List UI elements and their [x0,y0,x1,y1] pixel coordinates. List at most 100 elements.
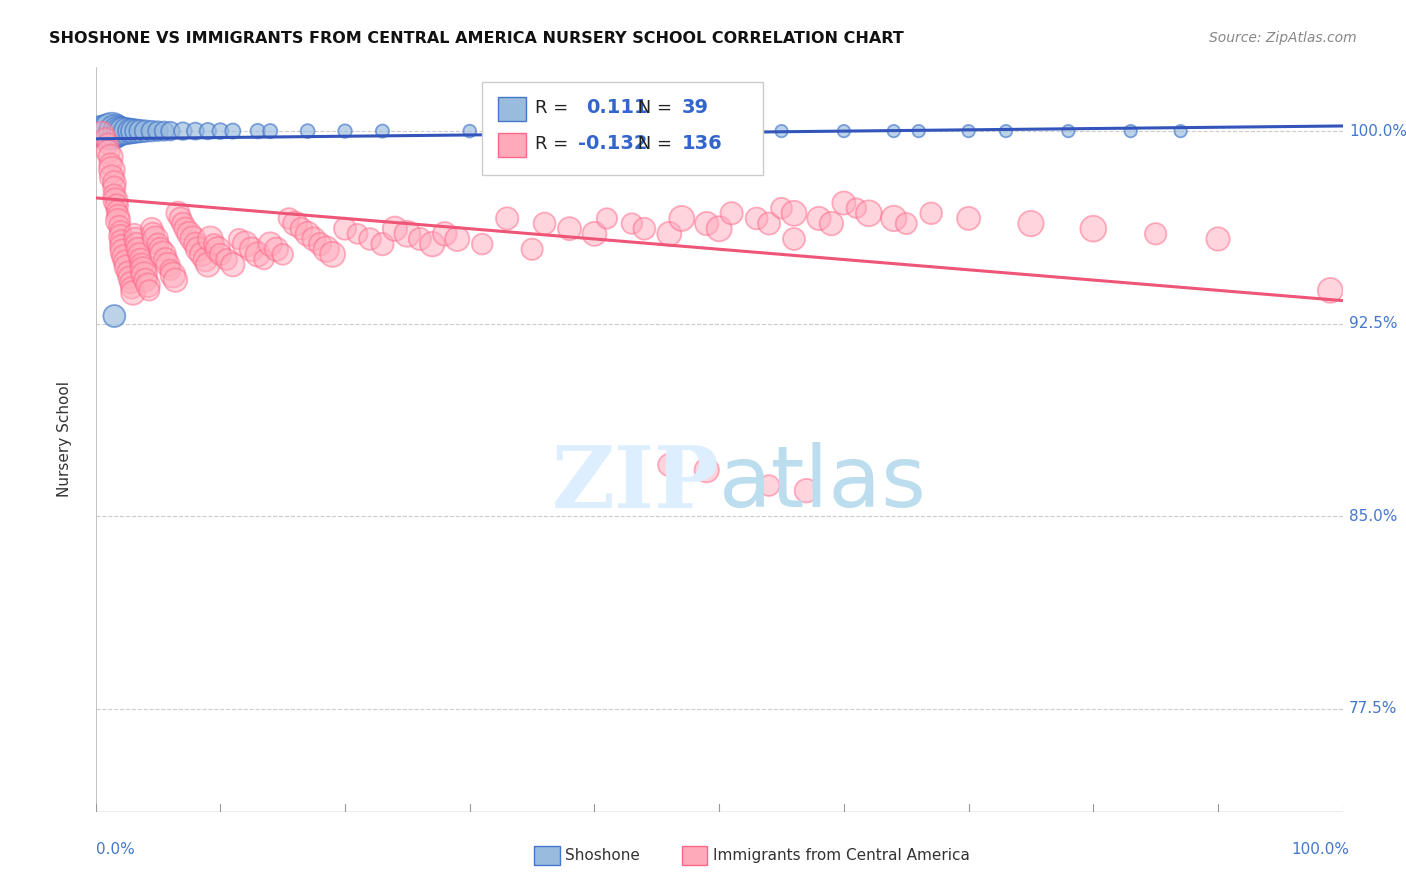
Point [957,211,980,226]
Point [246,124,269,138]
Point [101,124,124,138]
Point [141,124,163,138]
Point [883,211,905,226]
Point [122,227,145,241]
Point [110,224,132,238]
Point [111,235,134,249]
Point [384,221,406,235]
Point [107,214,129,228]
Point [359,232,381,246]
Text: 85.0%: 85.0% [1348,508,1398,524]
Point [284,217,307,231]
Point [131,258,153,272]
Point [103,176,125,190]
Text: 0.111: 0.111 [586,98,647,118]
Point [112,244,135,259]
Point [371,237,394,252]
Point [533,217,555,231]
Point [883,124,905,138]
Point [104,124,127,138]
Point [820,217,842,231]
Point [832,124,855,138]
Point [658,227,681,241]
Point [155,252,177,267]
Point [159,262,181,277]
Point [633,221,655,235]
Point [758,478,780,492]
Point [446,232,468,246]
Point [122,124,145,138]
Point [121,281,143,295]
Point [115,124,138,138]
Point [184,124,207,138]
Point [110,229,132,244]
Point [136,278,159,293]
Point [104,194,127,208]
Point [546,124,568,138]
Point [290,221,312,235]
Text: Immigrants from Central America: Immigrants from Central America [713,848,970,863]
Point [596,211,619,226]
Point [165,273,187,287]
Point [97,136,120,151]
Point [458,124,481,138]
Point [259,237,281,252]
Point [122,285,145,300]
Point [315,242,337,256]
Point [907,124,929,138]
Point [845,201,868,215]
Point [709,221,731,235]
Point [253,252,276,267]
Point [896,217,918,231]
Point [302,232,325,246]
Point [187,242,209,256]
Point [105,203,128,218]
Point [696,463,718,477]
Text: SHOSHONE VS IMMIGRANTS FROM CENTRAL AMERICA NURSERY SCHOOL CORRELATION CHART: SHOSHONE VS IMMIGRANTS FROM CENTRAL AMER… [49,31,904,46]
Point [174,221,197,235]
Point [169,211,191,226]
Point [94,132,117,146]
Text: R =: R = [534,99,574,117]
Text: N =: N = [631,135,678,153]
Point [197,124,219,138]
Point [120,276,142,290]
Point [101,162,124,177]
Text: 0.0%: 0.0% [96,842,135,857]
Point [433,227,456,241]
Point [97,145,120,159]
Point [134,273,156,287]
Point [259,124,281,138]
Point [209,124,232,138]
Point [156,258,179,272]
Point [215,252,238,267]
Point [103,180,125,194]
Point [745,211,768,226]
Point [179,227,201,241]
FancyBboxPatch shape [482,82,763,175]
Point [118,270,141,285]
Point [1319,284,1341,298]
Point [146,237,169,252]
Point [309,237,332,252]
Point [202,237,225,252]
Text: Shoshone: Shoshone [565,848,640,863]
Point [110,124,132,138]
Text: Source: ZipAtlas.com: Source: ZipAtlas.com [1209,31,1357,45]
Point [200,232,222,246]
Point [371,124,394,138]
Point [277,211,299,226]
Point [107,124,129,138]
Point [333,124,356,138]
Point [107,209,129,223]
Point [167,206,190,220]
Point [228,232,250,246]
Point [100,150,122,164]
Bar [499,97,526,121]
Point [783,232,806,246]
Point [125,237,148,252]
Point [658,458,681,472]
Point [97,124,120,138]
Point [117,265,139,279]
Point [396,227,419,241]
